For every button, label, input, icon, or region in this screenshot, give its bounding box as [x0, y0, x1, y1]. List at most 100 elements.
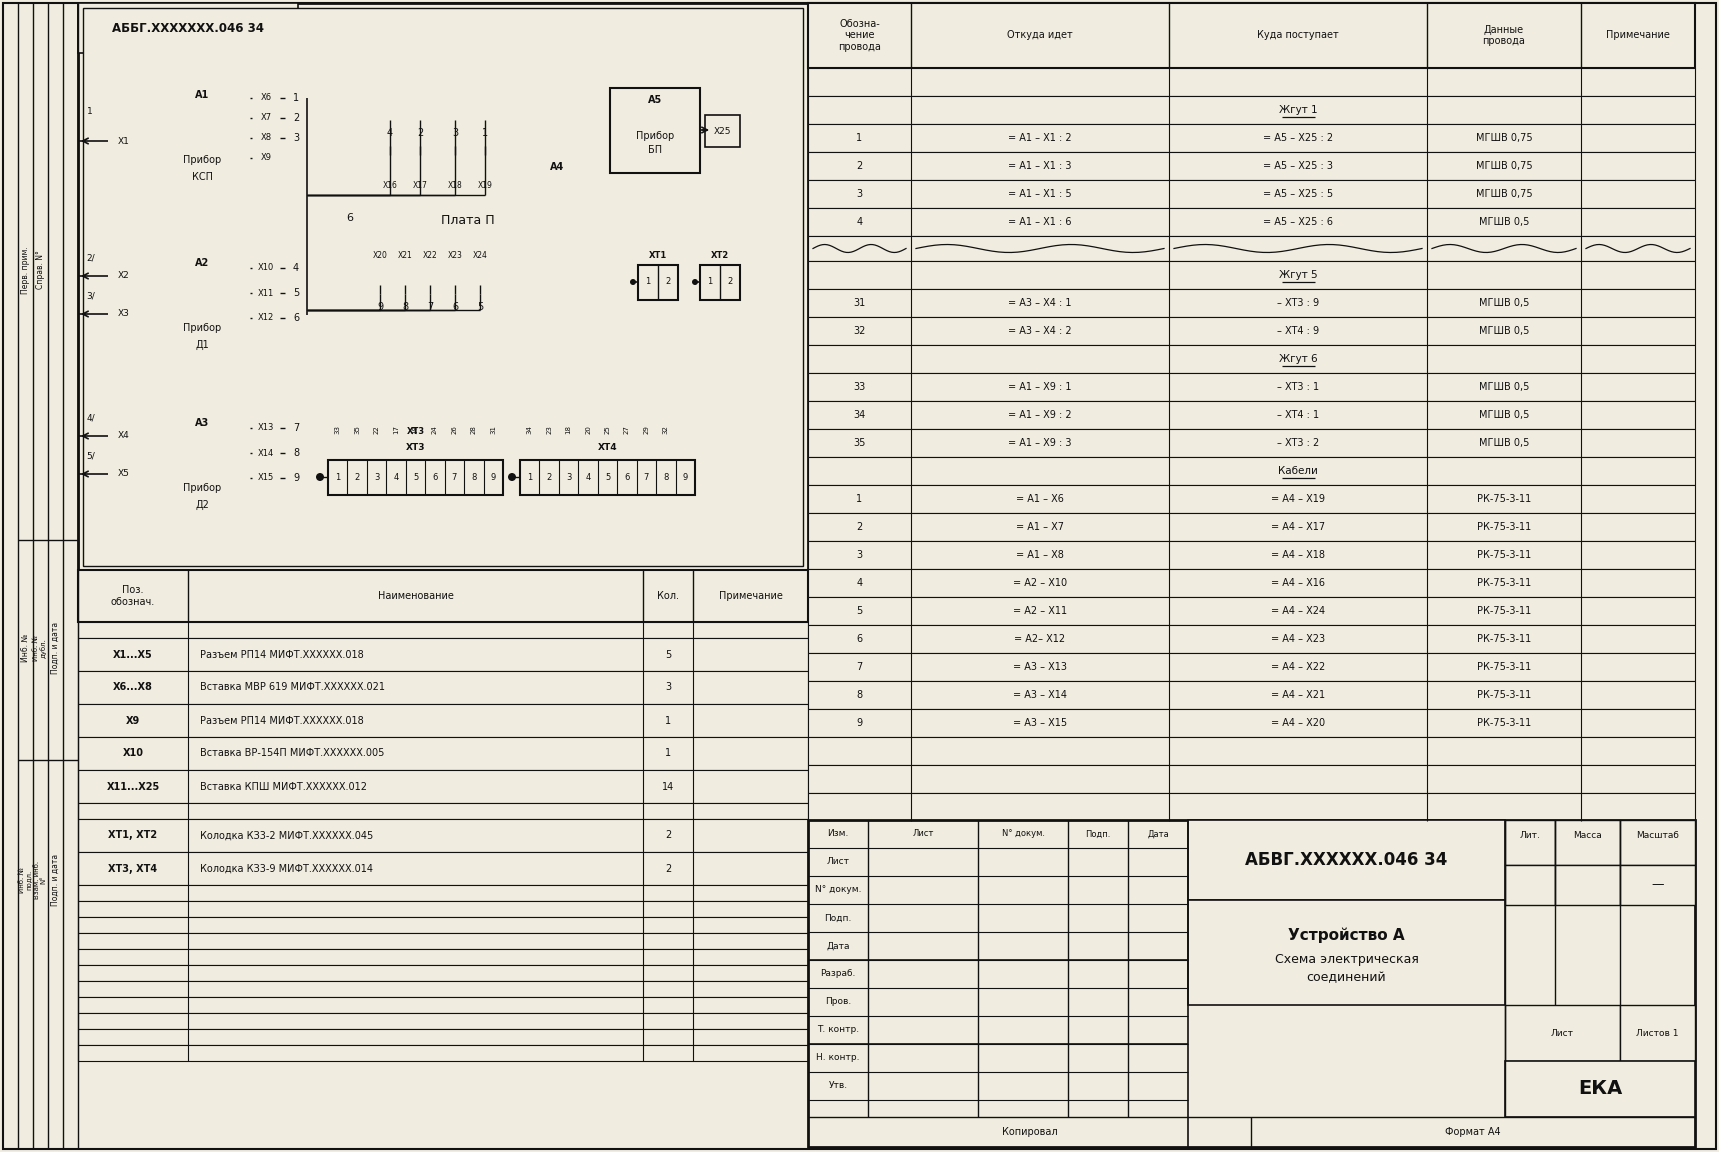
Text: Утв.: Утв. [829, 1082, 847, 1091]
Bar [808, 737, 1695, 765]
Text: 34: 34 [853, 410, 866, 420]
Text: X12: X12 [258, 313, 273, 323]
Text: 1: 1 [481, 128, 488, 138]
Text: 8: 8 [402, 302, 407, 312]
Text: X7: X7 [261, 114, 272, 122]
Text: Наименование: Наименование [378, 591, 454, 601]
Text: 2: 2 [856, 161, 863, 170]
Bar [77, 638, 808, 670]
Text: 7: 7 [643, 472, 650, 482]
Circle shape [418, 294, 444, 320]
Bar [77, 933, 808, 949]
Bar [808, 152, 1695, 180]
Text: РК-75-3-11: РК-75-3-11 [1477, 634, 1532, 644]
Text: РК-75-3-11: РК-75-3-11 [1477, 718, 1532, 728]
Text: Дата: Дата [827, 941, 849, 950]
Text: 3: 3 [856, 550, 863, 560]
Circle shape [285, 88, 308, 109]
Bar [808, 236, 1695, 262]
Text: Поз.
обознач.: Поз. обознач. [110, 585, 155, 607]
Text: Лист: Лист [913, 829, 933, 839]
Circle shape [285, 282, 308, 304]
Text: 31: 31 [490, 425, 497, 434]
Text: X4: X4 [119, 432, 131, 440]
Text: XT4: XT4 [598, 444, 617, 453]
Text: 5: 5 [476, 302, 483, 312]
Bar [808, 180, 1695, 209]
Text: X6...X8: X6...X8 [113, 682, 153, 692]
Text: 5: 5 [413, 472, 418, 482]
Text: 5: 5 [856, 606, 863, 616]
Text: Плата П: Плата П [440, 213, 495, 227]
Bar [705, 115, 739, 147]
Text: Данные
провода: Данные провода [1482, 24, 1525, 46]
Text: Жгут 1: Жгут 1 [1279, 105, 1317, 115]
Bar [808, 765, 1695, 793]
Bar [328, 460, 504, 495]
Text: Дата: Дата [1147, 829, 1169, 839]
Text: Жгут 6: Жгут 6 [1279, 354, 1317, 364]
Text: Лист: Лист [827, 857, 849, 866]
Text: = A5 – X25 : 2: = A5 – X25 : 2 [1263, 132, 1332, 143]
Text: X19: X19 [478, 181, 492, 189]
Text: = A4 – X23: = A4 – X23 [1270, 634, 1325, 644]
Text: МГШВ 0,5: МГШВ 0,5 [1478, 382, 1530, 392]
Text: = A1 – X1 : 5: = A1 – X1 : 5 [1007, 189, 1073, 199]
Text: 1: 1 [708, 278, 713, 287]
Circle shape [366, 294, 394, 320]
Text: 3/: 3/ [86, 291, 95, 301]
Bar [474, 156, 497, 177]
Bar [1619, 1005, 1695, 1061]
Text: Масштаб: Масштаб [1636, 831, 1679, 840]
Text: = A4 – X24: = A4 – X24 [1270, 606, 1325, 616]
Text: 31: 31 [853, 298, 866, 308]
Text: Изм.: Изм. [827, 829, 849, 839]
Text: БП: БП [648, 145, 662, 156]
Text: = A1 – X8: = A1 – X8 [1016, 550, 1064, 560]
Text: 2: 2 [665, 864, 670, 873]
Text: 1: 1 [292, 93, 299, 103]
Text: РК-75-3-11: РК-75-3-11 [1477, 662, 1532, 672]
Text: 35: 35 [853, 438, 866, 448]
Text: МГШВ 0,75: МГШВ 0,75 [1475, 132, 1532, 143]
Text: РК-75-3-11: РК-75-3-11 [1477, 522, 1532, 532]
Text: 3: 3 [856, 189, 863, 199]
Bar [77, 917, 808, 933]
Text: МГШВ 0,75: МГШВ 0,75 [1475, 189, 1532, 199]
Text: Лист: Лист [1551, 1029, 1575, 1038]
Text: = A4 – X20: = A4 – X20 [1270, 718, 1325, 728]
Text: X16: X16 [383, 181, 397, 189]
Bar [638, 265, 677, 300]
Bar [77, 3, 808, 570]
Text: 4: 4 [856, 217, 863, 227]
Bar [808, 3, 1695, 68]
Text: 6: 6 [292, 313, 299, 323]
Bar [359, 156, 574, 285]
Text: МГШВ 0,5: МГШВ 0,5 [1478, 438, 1530, 448]
Text: 7: 7 [292, 423, 299, 433]
Bar [253, 445, 280, 461]
Text: X1: X1 [119, 136, 131, 145]
Bar [77, 819, 808, 852]
Bar [77, 965, 808, 982]
Text: = A5 – X25 : 3: = A5 – X25 : 3 [1263, 161, 1332, 170]
Text: Прибор: Прибор [636, 131, 674, 141]
Text: 3: 3 [375, 472, 380, 482]
Text: АББГ.XXXXXXX.046 34: АББГ.XXXXXXX.046 34 [112, 22, 265, 35]
Text: = A1 – X1 : 3: = A1 – X1 : 3 [1009, 161, 1071, 170]
Bar [1188, 820, 1506, 900]
Bar [108, 422, 139, 450]
Text: 1: 1 [645, 278, 650, 287]
Text: 17: 17 [394, 425, 399, 434]
Text: Разраб.: Разраб. [820, 970, 856, 978]
Bar [808, 626, 1695, 653]
Text: = A4 – X19: = A4 – X19 [1270, 494, 1325, 505]
Text: 6: 6 [452, 302, 457, 312]
Text: 19: 19 [413, 425, 418, 434]
Bar [77, 704, 808, 737]
Bar [77, 570, 808, 622]
Text: 2: 2 [292, 113, 299, 123]
Text: Лит.: Лит. [1520, 831, 1540, 840]
Text: Справ. N°: Справ. N° [36, 251, 45, 289]
Circle shape [285, 127, 308, 149]
